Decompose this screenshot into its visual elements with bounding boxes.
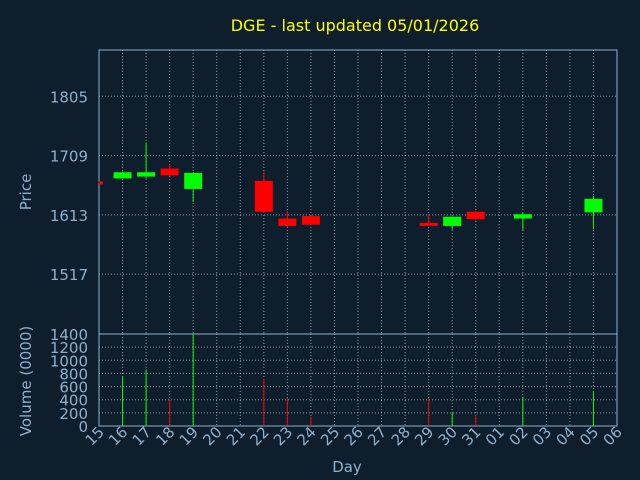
x-tick-label: 05 (576, 423, 602, 449)
candle (513, 212, 532, 231)
candle-body (443, 216, 462, 226)
volume-tick-label: 0 (78, 418, 88, 436)
candle-body (160, 168, 179, 176)
x-axis: 1516171819202122232425262728293031010203… (82, 423, 626, 449)
x-tick-label: 28 (388, 423, 414, 449)
x-tick-label: 02 (505, 423, 531, 449)
candle (160, 164, 179, 176)
candle-body (254, 180, 273, 212)
candle (184, 172, 203, 202)
candle (98, 181, 103, 185)
volume-tick-label: 800 (59, 365, 88, 383)
x-tick-label: 04 (553, 423, 579, 449)
candle-body (278, 218, 297, 226)
price-tick-label: 1613 (50, 207, 88, 225)
x-tick-label: 20 (199, 423, 225, 449)
candle-body (301, 216, 320, 225)
candle (301, 216, 320, 225)
candle (584, 195, 603, 230)
candle (419, 214, 438, 226)
price-panel: 1517 1613 1709 1805 (50, 49, 618, 335)
candle-body (137, 172, 156, 177)
price-axis-label: Price (17, 174, 35, 211)
price-tick-label: 1517 (50, 266, 88, 284)
candle (466, 210, 485, 220)
candle (137, 142, 156, 179)
x-tick-label: 03 (529, 423, 555, 449)
x-tick-label: 19 (176, 423, 202, 449)
x-tick-label: 01 (482, 423, 508, 449)
candle-body (184, 172, 203, 189)
x-tick-label: 29 (411, 423, 437, 449)
candle (254, 171, 273, 213)
price-tick-label: 1805 (50, 88, 88, 106)
candle-body (113, 172, 132, 179)
x-tick-label: 06 (600, 423, 626, 449)
volume-tick-label: 600 (59, 379, 88, 397)
x-tick-label: 26 (341, 423, 367, 449)
volume-tick-label: 1000 (50, 352, 88, 370)
x-tick-label: 21 (223, 423, 249, 449)
chart-title: DGE - last updated 05/01/2026 (231, 16, 480, 35)
volume-panel-frame (98, 333, 618, 427)
volume-tick-label: 400 (59, 392, 88, 410)
x-axis-label: Day (332, 458, 362, 476)
x-tick-label: 27 (364, 423, 390, 449)
x-tick-label: 31 (458, 423, 484, 449)
candle (443, 216, 462, 230)
x-tick-label: 18 (152, 423, 178, 449)
volume-axis-label: Volume (0000) (17, 326, 35, 436)
candle-body (419, 222, 438, 226)
x-tick-label: 16 (105, 423, 131, 449)
candle-body (513, 214, 532, 219)
candle-body (99, 181, 103, 185)
candle (278, 211, 297, 228)
volume-tick-label: 200 (59, 405, 88, 423)
volume-tick-label: 1400 (50, 326, 88, 344)
candle-body (584, 198, 603, 213)
x-tick-label: 23 (270, 423, 296, 449)
x-tick-label: 25 (317, 423, 343, 449)
x-tick-label: 24 (294, 423, 320, 449)
volume-tick-label: 1200 (50, 339, 88, 357)
candle-body (466, 211, 485, 220)
x-tick-label: 22 (246, 423, 272, 449)
x-tick-label: 17 (129, 423, 155, 449)
x-tick-label: 30 (435, 423, 461, 449)
price-tick-label: 1709 (50, 148, 88, 166)
candle (113, 171, 132, 179)
